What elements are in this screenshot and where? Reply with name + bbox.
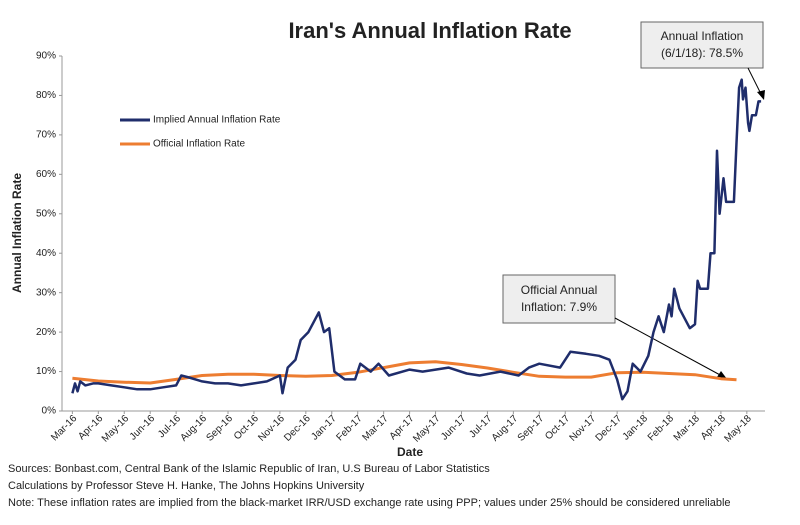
x-tick-label: May-18 xyxy=(722,413,754,445)
x-tick-label: Jun-17 xyxy=(439,413,469,443)
y-tick-label: 0% xyxy=(42,406,57,417)
legend-label: Implied Annual Inflation Rate xyxy=(153,115,281,126)
x-tick-label: Jan-18 xyxy=(621,413,651,443)
series-line xyxy=(71,78,762,401)
y-tick-label: 50% xyxy=(36,208,56,219)
x-tick-label: Dec-16 xyxy=(282,413,313,444)
x-tick-label: May-16 xyxy=(100,413,132,445)
y-tick-label: 30% xyxy=(36,287,56,298)
x-tick-label: May-17 xyxy=(411,413,443,445)
annotation-arrow xyxy=(614,317,723,377)
note: Sources: Bonbast.com, Central Bank of th… xyxy=(8,463,490,475)
x-tick-label: Dec-17 xyxy=(594,413,625,444)
x-tick-label: Sep-17 xyxy=(516,413,547,444)
annotation: Official Annual xyxy=(521,283,598,297)
x-tick-label: Mar-17 xyxy=(360,413,390,443)
note: Note: These inflation rates are implied … xyxy=(8,497,731,509)
x-axis-label: Date xyxy=(397,445,423,459)
y-tick-label: 40% xyxy=(36,248,56,259)
x-tick-label: Nov-16 xyxy=(256,413,287,444)
series-line xyxy=(72,360,737,385)
y-axis-label: Annual Inflation Rate xyxy=(10,173,24,293)
annotation: Inflation: 7.9% xyxy=(521,300,597,314)
x-tick-label: Feb-17 xyxy=(335,413,365,443)
x-tick-label: Mar-18 xyxy=(672,413,702,443)
y-tick-label: 60% xyxy=(36,169,56,180)
x-tick-label: Feb-18 xyxy=(646,413,676,443)
y-tick-label: 80% xyxy=(36,90,56,101)
chart-title: Iran's Annual Inflation Rate xyxy=(288,18,571,43)
x-tick-label: Jun-16 xyxy=(128,413,158,443)
annotation: (6/1/18): 78.5% xyxy=(661,46,743,60)
x-tick-label: Mar-16 xyxy=(49,413,79,443)
annotation-arrowhead xyxy=(757,90,765,100)
legend-label: Official Inflation Rate xyxy=(153,139,246,150)
x-tick-label: Jan-17 xyxy=(309,413,339,443)
y-tick-label: 20% xyxy=(36,327,56,338)
annotation: Annual Inflation xyxy=(661,29,744,43)
x-tick-label: Nov-17 xyxy=(568,413,599,444)
x-tick-label: Aug-17 xyxy=(490,413,521,444)
annotation-box xyxy=(502,274,616,324)
y-tick-label: 10% xyxy=(36,366,56,377)
x-tick-label: Aug-16 xyxy=(178,413,209,444)
y-tick-label: 70% xyxy=(36,130,56,141)
y-tick-label: 90% xyxy=(36,51,56,62)
annotation-box xyxy=(640,21,764,69)
note: Calculations by Professor Steve H. Hanke… xyxy=(8,480,365,492)
x-tick-label: Sep-16 xyxy=(204,413,235,444)
